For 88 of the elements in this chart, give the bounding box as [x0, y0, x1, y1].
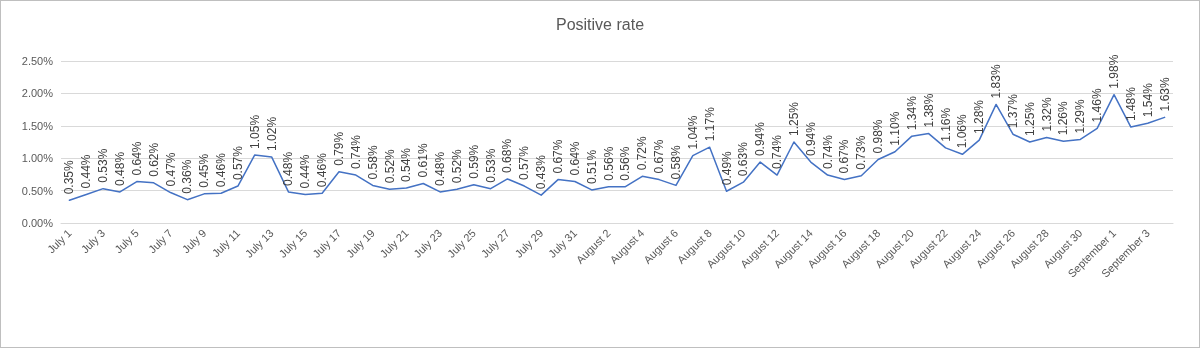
data-label: 0.53%: [483, 148, 498, 183]
y-tick-label: 1.00%: [21, 152, 54, 165]
data-label: 0.36%: [180, 159, 195, 194]
data-label: 0.57%: [230, 145, 245, 181]
data-label: 0.64%: [129, 141, 144, 176]
data-label: 1.37%: [1005, 93, 1020, 129]
y-tick-label: 2.00%: [21, 87, 54, 100]
data-label: 0.46%: [214, 152, 229, 188]
x-tick-label: July 1: [44, 226, 74, 256]
data-label: 0.44%: [298, 154, 313, 189]
data-label: 0.61%: [416, 143, 431, 178]
x-tick-label: July 19: [343, 226, 377, 260]
data-label: 1.83%: [989, 64, 1004, 99]
data-label: 1.02%: [264, 116, 279, 151]
y-tick-label: 0.00%: [21, 217, 54, 229]
data-label: 1.16%: [938, 107, 953, 142]
data-label: 0.48%: [281, 151, 296, 186]
x-tick-label: July 7: [145, 226, 175, 256]
x-tick-label: July 11: [209, 226, 243, 260]
data-label: 1.46%: [1090, 88, 1105, 123]
data-label: 1.48%: [1123, 86, 1138, 122]
x-tick-label: July 3: [78, 226, 108, 256]
x-tick-label: July 5: [112, 226, 142, 256]
data-label: 0.45%: [197, 153, 212, 188]
data-label: 0.43%: [534, 154, 549, 190]
data-label: 1.25%: [786, 101, 801, 136]
data-label: 0.53%: [96, 148, 111, 183]
data-label: 0.68%: [500, 138, 515, 173]
data-label: 1.17%: [702, 106, 717, 142]
data-label: 0.48%: [433, 151, 448, 186]
data-label: 1.63%: [1157, 77, 1172, 112]
data-label: 1.26%: [1056, 101, 1071, 136]
data-label: 1.38%: [921, 93, 936, 128]
x-tick-label: July 13: [242, 226, 276, 260]
data-label: 0.46%: [315, 152, 330, 188]
data-label: 0.48%: [112, 151, 127, 186]
data-label: 0.74%: [348, 134, 363, 170]
chart-title: Positive rate: [555, 15, 645, 33]
data-label: 0.44%: [79, 154, 94, 189]
x-tick-label: July 29: [512, 226, 546, 260]
data-label: 1.34%: [904, 95, 919, 131]
x-tick-label: July 27: [478, 226, 512, 260]
data-label: 0.54%: [399, 147, 414, 183]
y-tick-label: 0.50%: [21, 184, 54, 197]
data-label: 1.05%: [247, 114, 262, 149]
data-label: 0.98%: [871, 119, 886, 154]
data-label: 0.67%: [652, 139, 667, 174]
y-tick-label: 2.50%: [21, 55, 54, 67]
data-label: 1.04%: [685, 115, 700, 150]
data-label: 0.52%: [449, 148, 464, 184]
data-label: 1.10%: [888, 111, 902, 146]
data-label: 0.74%: [770, 134, 785, 170]
data-label: 0.73%: [854, 135, 869, 170]
data-label: 0.67%: [551, 139, 566, 174]
data-label: 1.29%: [1073, 99, 1088, 134]
data-label: 1.32%: [1039, 97, 1054, 132]
data-label: 0.35%: [62, 159, 77, 195]
data-label: 0.56%: [618, 146, 633, 181]
y-tick-label: 1.50%: [21, 119, 54, 132]
data-label: 1.28%: [972, 99, 987, 135]
data-label: 1.54%: [1140, 82, 1155, 118]
data-label: 0.62%: [146, 142, 161, 177]
x-tick-label: July 17: [310, 226, 344, 260]
data-label: 0.64%: [567, 141, 582, 176]
data-label: 1.98%: [1107, 54, 1122, 89]
x-tick-label: July 9: [179, 226, 209, 256]
data-label: 0.72%: [635, 135, 650, 171]
data-label: 1.25%: [1022, 101, 1037, 136]
data-label: 0.58%: [668, 145, 683, 180]
data-label: 0.74%: [820, 134, 835, 170]
data-label: 0.52%: [382, 148, 397, 184]
x-tick-label: July 23: [411, 226, 445, 260]
data-label: 0.63%: [736, 141, 751, 177]
data-label: 0.67%: [837, 139, 852, 174]
data-label: 0.49%: [719, 150, 734, 186]
data-label: 0.51%: [584, 149, 599, 184]
data-label: 1.06%: [955, 113, 970, 149]
data-label: 0.47%: [163, 152, 178, 187]
x-tick-label: July 15: [276, 226, 310, 260]
data-label: 0.57%: [517, 145, 532, 181]
x-tick-label: July 21: [377, 226, 411, 260]
data-label: 0.59%: [466, 144, 481, 179]
data-label: 0.79%: [332, 131, 346, 166]
x-tick-label: July 25: [444, 226, 479, 260]
data-label: 0.58%: [365, 145, 380, 180]
data-label: 0.94%: [753, 121, 768, 157]
data-label: 0.56%: [601, 146, 616, 181]
data-label: 0.94%: [803, 121, 818, 157]
